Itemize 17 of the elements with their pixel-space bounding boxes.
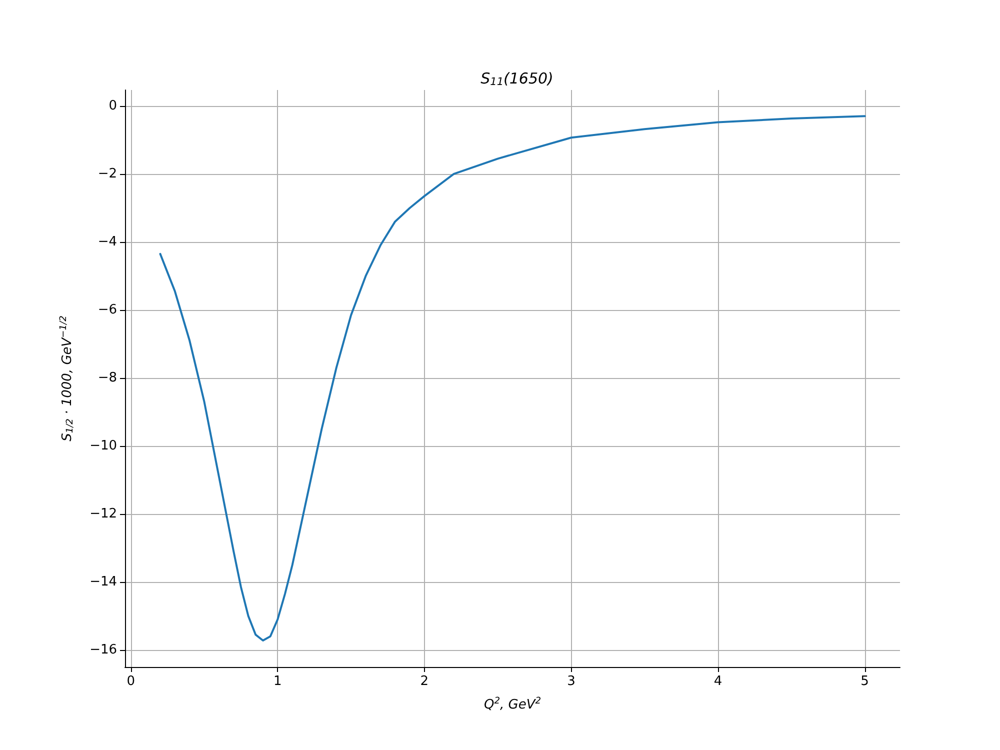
y-tick-label: −6 bbox=[98, 302, 117, 318]
x-tick-label: 4 bbox=[714, 674, 722, 689]
x-tick-label: 3 bbox=[567, 674, 576, 689]
y-tick-label: −12 bbox=[90, 506, 117, 522]
line-series bbox=[159, 115, 866, 642]
y-tick-label: −14 bbox=[90, 574, 117, 590]
y-tick-label: −10 bbox=[90, 438, 117, 454]
y-tick-label: −8 bbox=[98, 370, 117, 386]
x-tick-label: 5 bbox=[860, 674, 869, 689]
y-tick-label: 0 bbox=[108, 98, 117, 114]
x-tick-label: 0 bbox=[126, 674, 136, 689]
y-axis-title: S1/2 · 1000, GeV−1/2 bbox=[59, 315, 76, 442]
x-tick-label: 2 bbox=[420, 674, 429, 689]
x-tick-label: 1 bbox=[274, 674, 282, 689]
y-tick-label: −4 bbox=[98, 234, 117, 250]
y-tick-label: −16 bbox=[90, 642, 117, 658]
y-tick-label: −2 bbox=[98, 166, 117, 182]
